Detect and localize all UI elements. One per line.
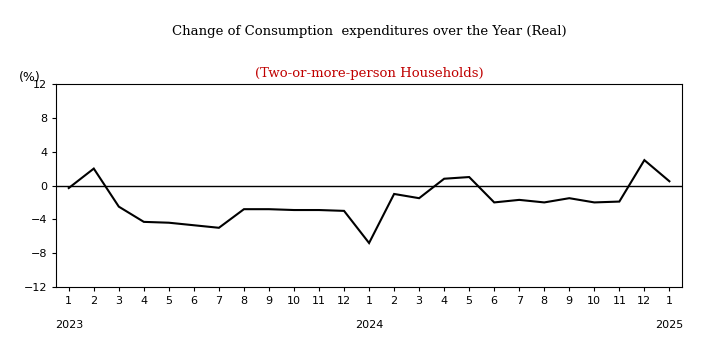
Text: (Two-or-more-person Households): (Two-or-more-person Households) [254, 68, 484, 80]
Text: Change of Consumption  expenditures over the Year (Real): Change of Consumption expenditures over … [172, 26, 567, 38]
Text: 2023: 2023 [55, 320, 83, 330]
Text: 2025: 2025 [655, 320, 683, 330]
Text: (%): (%) [19, 71, 41, 84]
Text: 2024: 2024 [355, 320, 383, 330]
